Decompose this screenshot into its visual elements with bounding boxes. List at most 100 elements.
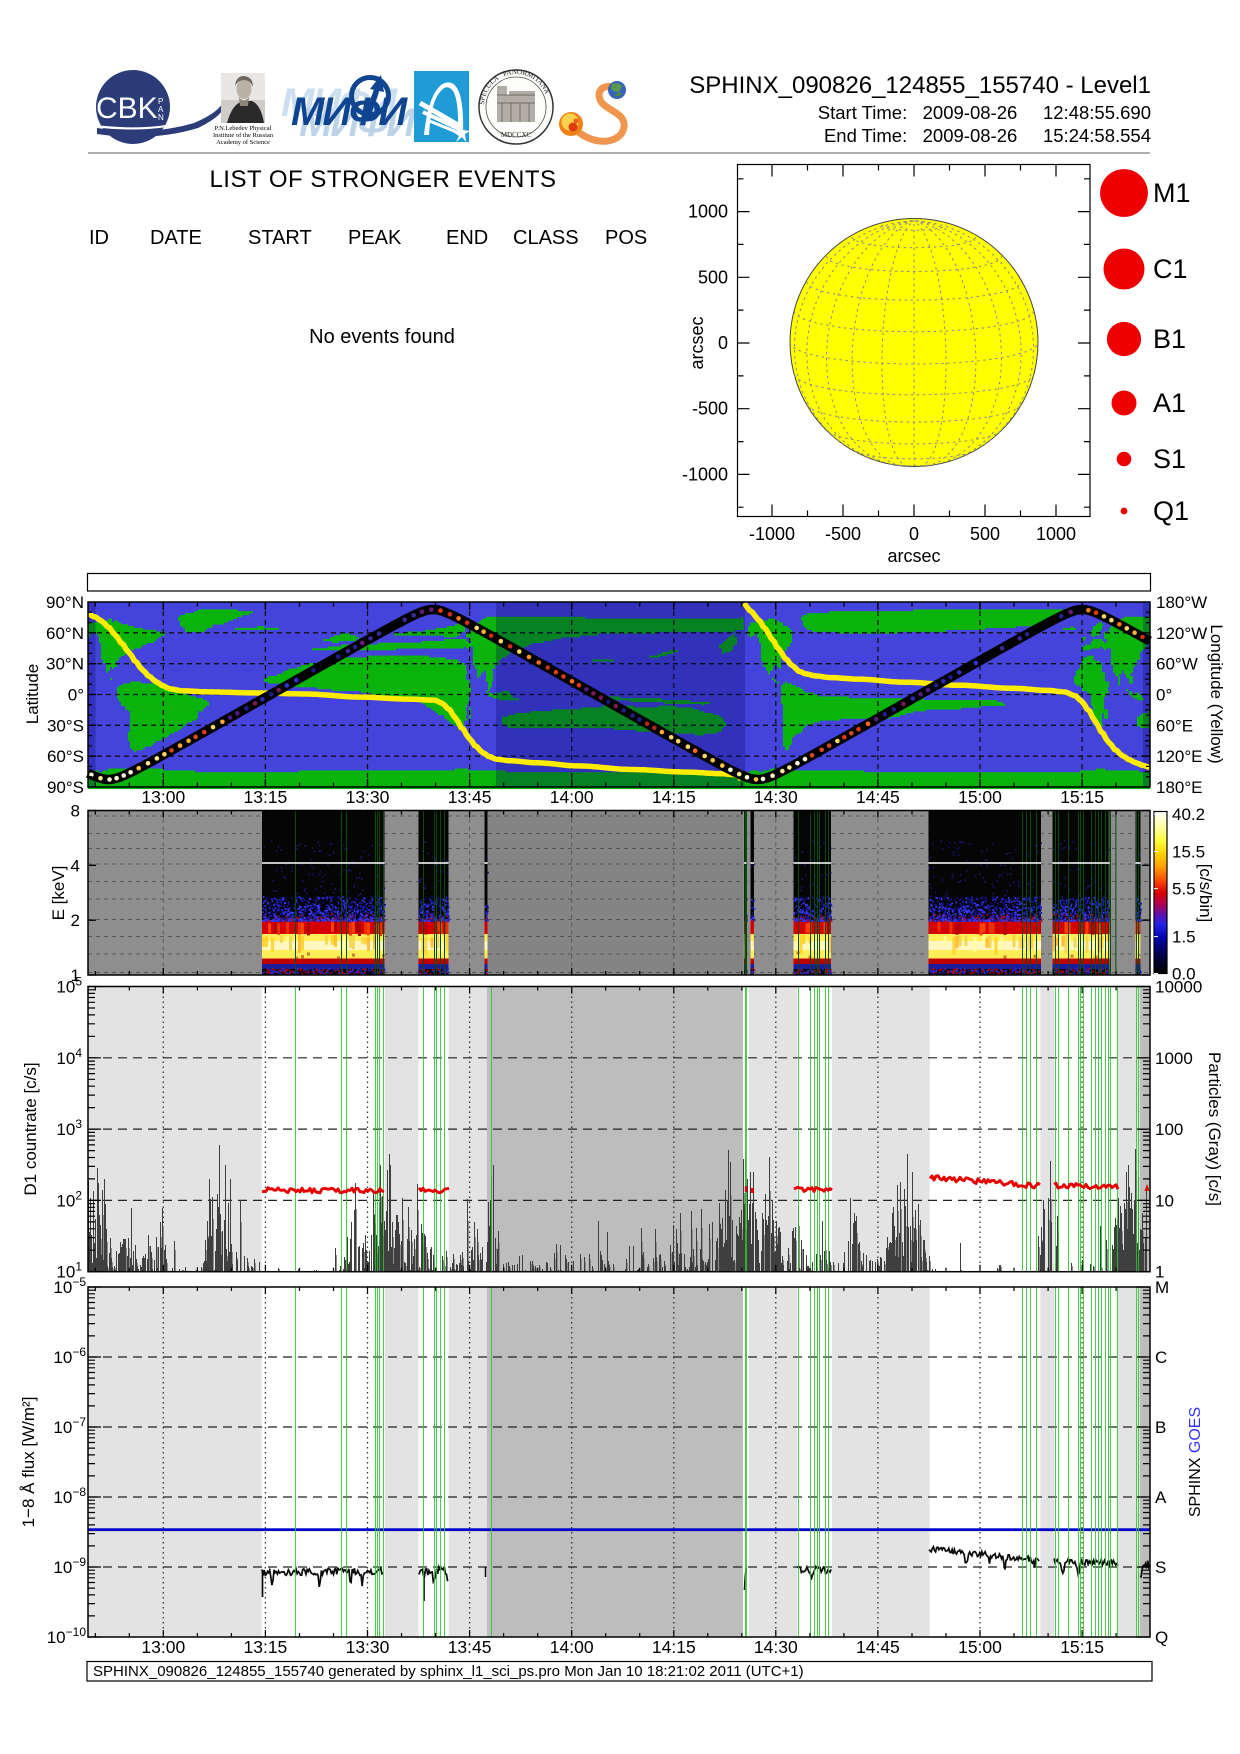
- svg-text:13:30: 13:30: [346, 1637, 390, 1657]
- svg-text:1000: 1000: [1036, 524, 1076, 544]
- svg-text:13:00: 13:00: [141, 787, 185, 807]
- svg-text:[c/s/bin]: [c/s/bin]: [1196, 864, 1215, 923]
- svg-text:M: M: [1155, 1278, 1169, 1297]
- svg-text:N: N: [158, 113, 164, 122]
- svg-text:0°: 0°: [1156, 686, 1172, 705]
- svg-text:Academy of Science: Academy of Science: [216, 139, 270, 146]
- svg-text:13:45: 13:45: [448, 787, 492, 807]
- svg-text:0.0: 0.0: [1172, 965, 1196, 984]
- svg-text:90°S: 90°S: [47, 778, 84, 797]
- svg-text:DATE: DATE: [150, 227, 202, 249]
- svg-text:B: B: [1155, 1418, 1166, 1437]
- svg-text:100: 100: [1155, 1120, 1183, 1139]
- svg-text:Latitude: Latitude: [23, 664, 42, 725]
- svg-text:120°E: 120°E: [1156, 747, 1203, 766]
- svg-text:0°: 0°: [68, 686, 84, 705]
- svg-text:90°N: 90°N: [46, 593, 84, 612]
- svg-text:P: P: [158, 97, 163, 106]
- svg-text:14:45: 14:45: [856, 1637, 900, 1657]
- svg-text:POS: POS: [605, 227, 647, 249]
- svg-text:14:30: 14:30: [754, 787, 798, 807]
- svg-text:CBK: CBK: [96, 92, 158, 125]
- svg-text:500: 500: [970, 524, 1000, 544]
- svg-text:ID: ID: [89, 227, 109, 249]
- svg-text:M1: M1: [1153, 178, 1191, 208]
- svg-text:60°W: 60°W: [1156, 655, 1198, 674]
- svg-text:15:15: 15:15: [1060, 787, 1104, 807]
- svg-text:1−8 Å flux [W/m²]: 1−8 Å flux [W/m²]: [19, 1397, 38, 1528]
- svg-text:14:15: 14:15: [652, 1637, 696, 1657]
- svg-text:120°W: 120°W: [1156, 624, 1207, 643]
- svg-text:40.2: 40.2: [1172, 805, 1205, 824]
- svg-text:Q1: Q1: [1153, 496, 1189, 526]
- svg-text:-500: -500: [692, 399, 728, 419]
- svg-text:14:45: 14:45: [856, 787, 900, 807]
- svg-text:13:45: 13:45: [448, 1637, 492, 1657]
- svg-text:A: A: [1155, 1488, 1167, 1507]
- svg-text:S1: S1: [1153, 444, 1186, 474]
- svg-text:14:15: 14:15: [652, 787, 696, 807]
- svg-text:MDCCXC: MDCCXC: [501, 131, 532, 139]
- svg-text:C: C: [1155, 1348, 1167, 1367]
- svg-text:10: 10: [1155, 1191, 1174, 1210]
- svg-text:180°W: 180°W: [1156, 593, 1207, 612]
- svg-text:END: END: [446, 227, 488, 249]
- svg-text:60°N: 60°N: [46, 624, 84, 643]
- svg-text:Institute of the Russian: Institute of the Russian: [213, 132, 274, 139]
- svg-text:SPHINX GOES: SPHINX GOES: [1187, 1407, 1204, 1517]
- svg-text:1.5: 1.5: [1172, 928, 1196, 947]
- svg-text:P.N.Lebedev Physical: P.N.Lebedev Physical: [215, 125, 272, 132]
- svg-text:60°E: 60°E: [1156, 716, 1193, 735]
- svg-text:1: 1: [1155, 1263, 1164, 1282]
- svg-text:A: A: [158, 105, 164, 114]
- svg-text:-500: -500: [825, 524, 861, 544]
- svg-text:13:30: 13:30: [346, 787, 390, 807]
- svg-text:15.5: 15.5: [1172, 843, 1205, 862]
- svg-text:SPHINX_090826_124855_155740 -: SPHINX_090826_124855_155740 - Level1: [689, 72, 1151, 99]
- svg-text:14:30: 14:30: [754, 1637, 798, 1657]
- svg-text:-1000: -1000: [749, 524, 795, 544]
- svg-text:30°S: 30°S: [47, 716, 84, 735]
- svg-text:1000: 1000: [1155, 1049, 1193, 1068]
- svg-text:2: 2: [71, 911, 80, 930]
- svg-text:15:00: 15:00: [958, 787, 1002, 807]
- svg-text:PEAK: PEAK: [348, 227, 402, 249]
- svg-text:5.5: 5.5: [1172, 880, 1196, 899]
- svg-text:A1: A1: [1153, 388, 1186, 418]
- svg-text:14:00: 14:00: [550, 787, 594, 807]
- svg-text:LIST OF STRONGER EVENTS: LIST OF STRONGER EVENTS: [209, 166, 556, 193]
- svg-text:4: 4: [71, 856, 80, 875]
- svg-text:C1: C1: [1153, 254, 1188, 284]
- svg-text:13:15: 13:15: [244, 787, 288, 807]
- svg-text:13:15: 13:15: [244, 1637, 288, 1657]
- svg-text:30°N: 30°N: [46, 655, 84, 674]
- svg-text:13:00: 13:00: [141, 1637, 185, 1657]
- svg-text:START: START: [248, 227, 312, 249]
- svg-text:15:00: 15:00: [958, 1637, 1002, 1657]
- svg-text:Q: Q: [1155, 1628, 1168, 1647]
- svg-text:E [keV]: E [keV]: [49, 866, 68, 921]
- svg-text:D1 countrate [c/s]: D1 countrate [c/s]: [21, 1062, 40, 1195]
- svg-text:B1: B1: [1153, 324, 1186, 354]
- svg-text:500: 500: [698, 267, 728, 287]
- svg-text:60°S: 60°S: [47, 747, 84, 766]
- svg-text:180°E: 180°E: [1156, 778, 1203, 797]
- svg-text:0: 0: [909, 524, 919, 544]
- svg-text:15:15: 15:15: [1060, 1637, 1104, 1657]
- svg-text:Particles (Gray) [c/s]: Particles (Gray) [c/s]: [1205, 1052, 1224, 1206]
- svg-text:SPHINX_090826_124855_155740 ge: SPHINX_090826_124855_155740 generated by…: [93, 1663, 804, 1680]
- svg-text:End Time: 2009-08-26 15:: End Time: 2009-08-26 15:24:58.554: [824, 125, 1151, 146]
- svg-text:arcsec: arcsec: [887, 546, 940, 566]
- svg-text:CLASS: CLASS: [513, 227, 579, 249]
- svg-text:No events found: No events found: [309, 326, 455, 348]
- svg-text:1000: 1000: [688, 202, 728, 222]
- svg-text:10000: 10000: [1155, 978, 1202, 997]
- svg-text:-1000: -1000: [682, 464, 728, 484]
- svg-text:Start Time: 2009-08-26 1: Start Time: 2009-08-26 12:48:55.690: [818, 102, 1151, 123]
- svg-text:1: 1: [71, 966, 80, 985]
- svg-text:14:00: 14:00: [550, 1637, 594, 1657]
- svg-text:Longitude (Yellow): Longitude (Yellow): [1207, 624, 1226, 763]
- svg-text:arcsec: arcsec: [687, 316, 707, 369]
- svg-text:8: 8: [71, 802, 80, 821]
- svg-text:0: 0: [718, 333, 728, 353]
